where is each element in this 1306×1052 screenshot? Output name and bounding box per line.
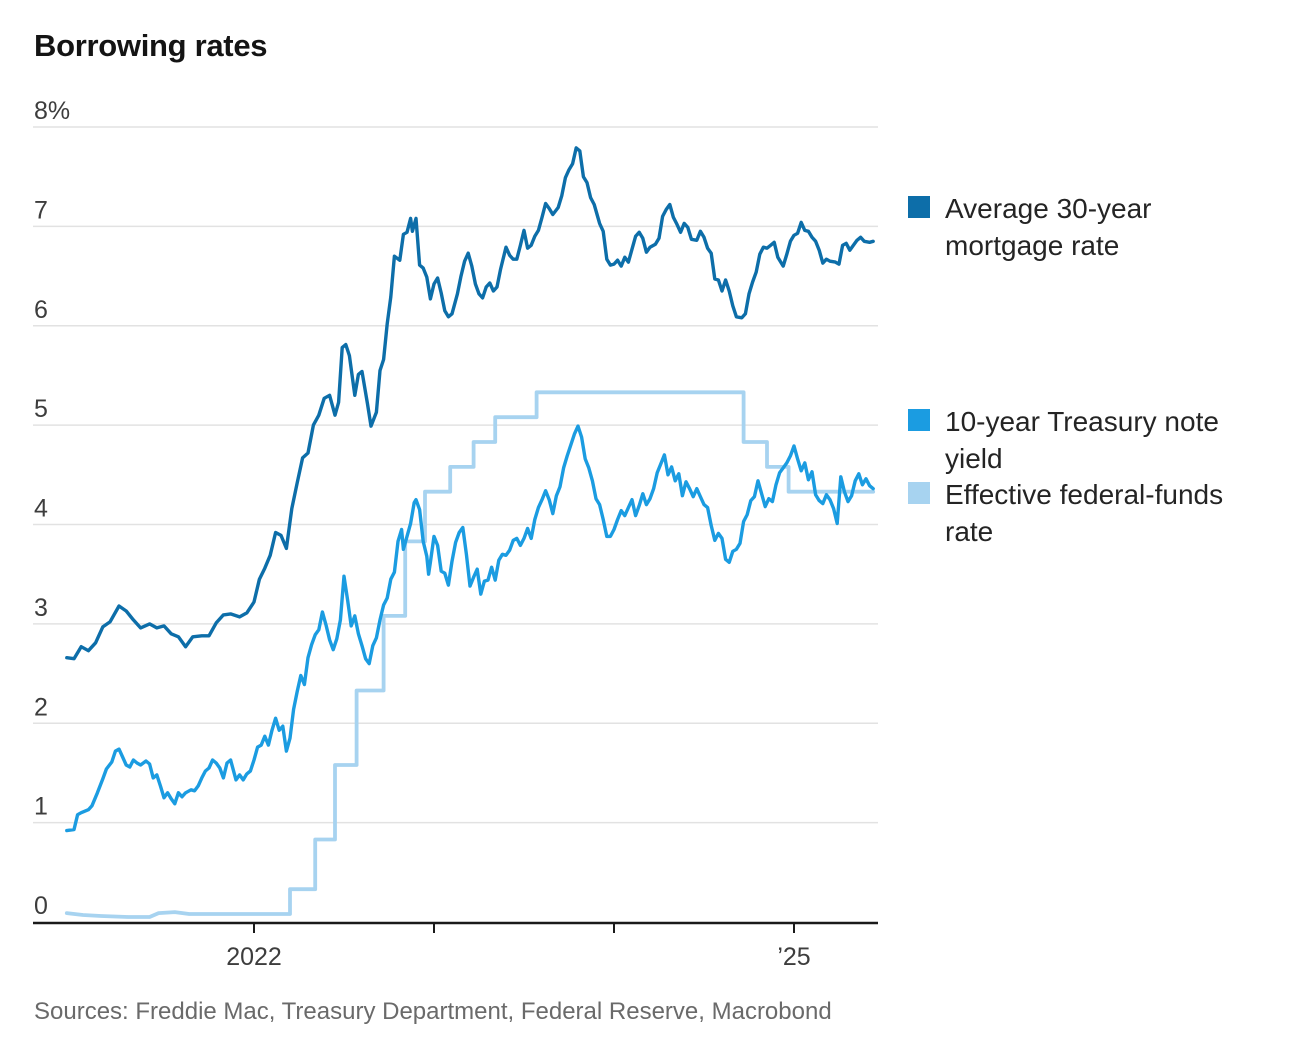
x-axis-label: 2022 (226, 943, 282, 971)
chart-title: Borrowing rates (34, 28, 268, 63)
mortgage-series-swatch-icon (908, 196, 930, 218)
x-axis-label: ’25 (777, 943, 810, 971)
y-axis-label: 4 (34, 495, 48, 523)
treasury-series-swatch-icon (908, 409, 930, 431)
y-axis-label: 7 (34, 196, 48, 224)
y-axis-label: 6 (34, 296, 48, 324)
y-axis-label: 5 (34, 395, 48, 423)
source-attribution: Sources: Freddie Mac, Treasury Departmen… (34, 998, 832, 1025)
fed-funds-series-swatch-icon (908, 482, 930, 504)
legend-label-line: Average 30-year (945, 193, 1152, 224)
y-axis-label: 1 (34, 793, 48, 821)
y-axis-label: 0 (34, 892, 48, 920)
legend-label-fed-funds: Effective federal-funds rate (945, 476, 1223, 550)
legend-label-line: Effective federal-funds (945, 479, 1224, 510)
legend-label-mortgage: Average 30-year mortgage rate (945, 190, 1152, 264)
y-axis-label: 8% (34, 97, 70, 125)
series-line-mortgage-30yr (65, 146, 875, 661)
legend-label-line: yield (945, 443, 1003, 474)
legend-label-line: 10-year Treasury note (945, 406, 1219, 437)
y-axis-label: 2 (34, 693, 48, 721)
series-line-treasury-10yr (65, 424, 875, 833)
legend-item-fed-funds: Effective federal-funds rate (908, 476, 1223, 550)
legend-item-mortgage: Average 30-year mortgage rate (908, 190, 1152, 264)
legend-item-treasury: 10-year Treasury note yield (908, 403, 1219, 477)
y-axis-label: 3 (34, 594, 48, 622)
legend-label-treasury: 10-year Treasury note yield (945, 403, 1219, 477)
legend-label-line: rate (945, 516, 994, 547)
series-line-fed-funds (64, 390, 876, 919)
legend-label-line: mortgage rate (945, 230, 1120, 261)
